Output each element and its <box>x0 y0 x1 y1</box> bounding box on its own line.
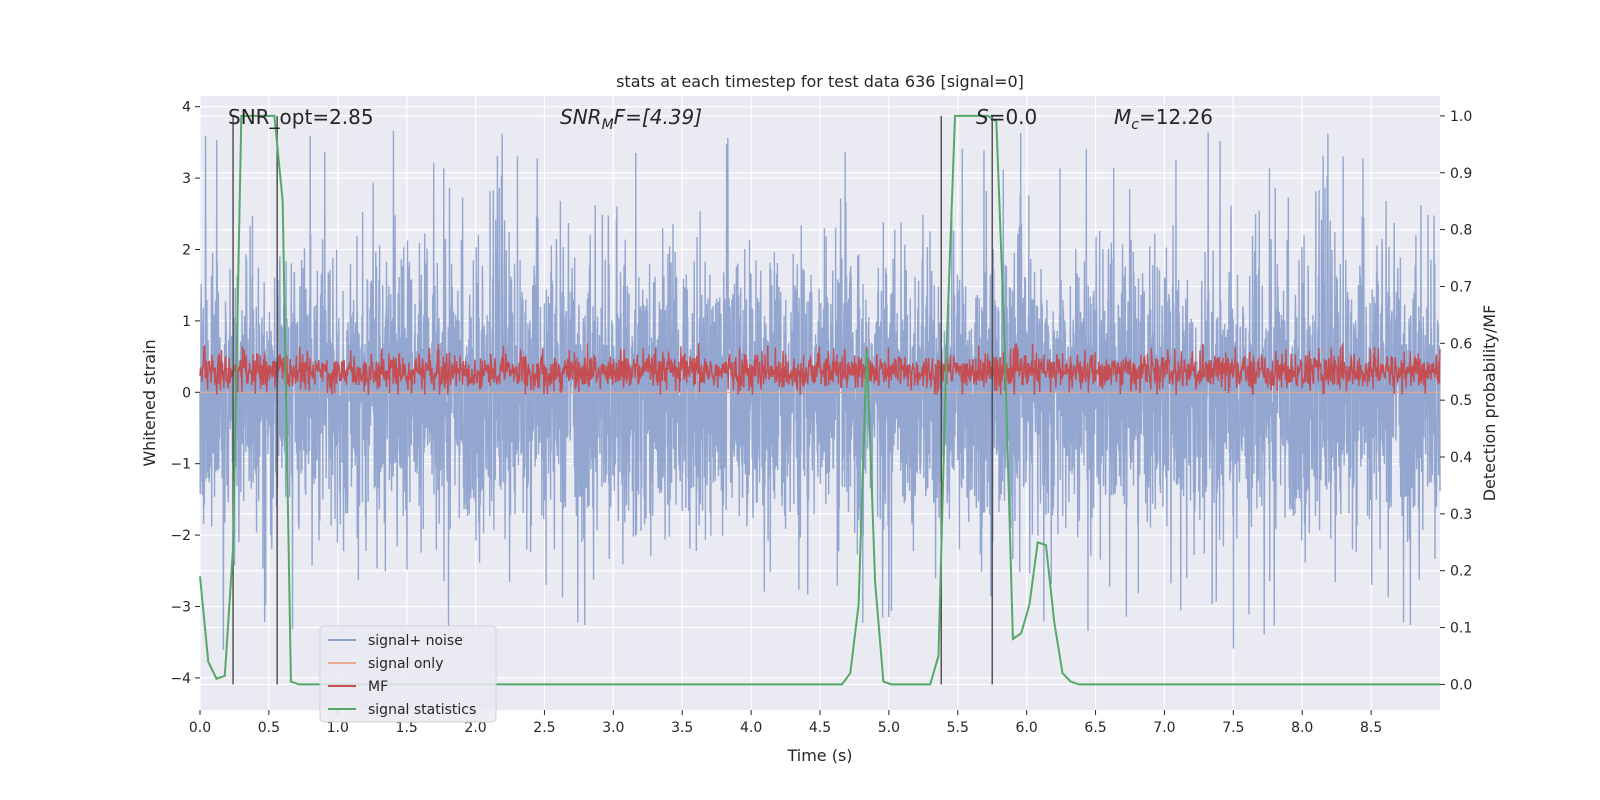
annotation-s-rest: =0.0 <box>989 105 1038 129</box>
legend-label-mf: MF <box>368 679 388 695</box>
y-right-tick-label-1: 0.1 <box>1450 621 1472 637</box>
x-tick-label-8: 4.0 <box>740 720 762 736</box>
y-right-tick-label-5: 0.5 <box>1450 393 1472 409</box>
y-right-tick-label-0: 0.0 <box>1450 677 1472 693</box>
x-tick-label-14: 7.0 <box>1153 720 1175 736</box>
annotation-snr-mf-rest: F=[4.39] <box>614 105 702 129</box>
y-left-tick-label-0: −4 <box>170 671 191 687</box>
x-tick-label-11: 5.5 <box>947 720 969 736</box>
series-signal-statistics <box>199 114 1440 686</box>
legend-label-signal-statistics: signal statistics <box>368 702 476 718</box>
x-tick-label-9: 4.5 <box>809 720 831 736</box>
y-left-tick-label-8: 4 <box>182 100 191 116</box>
y-right-tick-label-7: 0.7 <box>1450 279 1472 295</box>
x-tick-label-1: 0.5 <box>258 720 280 736</box>
y-right-tick-label-10: 1.0 <box>1450 109 1472 125</box>
y-left-tick-label-3: −1 <box>170 457 191 473</box>
y-left-tick-label-6: 2 <box>182 243 191 259</box>
legend-label-signal-noise: signal+ noise <box>368 633 463 649</box>
x-tick-label-15: 7.5 <box>1222 720 1244 736</box>
annotation-snr-opt: SNR_opt=2.85 <box>228 105 374 129</box>
y-right-tick-label-8: 0.8 <box>1450 223 1472 239</box>
y-left-tick-label-7: 3 <box>182 171 191 187</box>
x-tick-label-2: 1.0 <box>327 720 349 736</box>
x-tick-label-12: 6.0 <box>1016 720 1038 736</box>
x-tick-label-5: 2.5 <box>533 720 555 736</box>
legend-label-signal-only: signal only <box>368 656 443 672</box>
y-right-tick-label-3: 0.3 <box>1450 507 1472 523</box>
y-axis-right: 0.0 0.1 0.2 0.3 0.4 0.5 0.6 0.7 0.8 0.9 1.0 <box>1440 109 1472 693</box>
annotation-mc: Mc=12.26 <box>1114 105 1213 133</box>
annotation-snr-mf: SNRMF=[4.39] <box>560 105 702 133</box>
x-tick-label-4: 2.0 <box>464 720 486 736</box>
y-axis-right-label: Detection probability/MF <box>1480 305 1499 502</box>
y-left-tick-label-1: −3 <box>170 599 191 615</box>
annotation-snr-mf-main: SNR <box>560 105 602 129</box>
legend-box <box>319 625 497 723</box>
annotation-mc-rest: =12.26 <box>1139 105 1213 129</box>
x-tick-label-13: 6.5 <box>1084 720 1106 736</box>
mf-line <box>199 343 1441 395</box>
y-right-tick-label-6: 0.6 <box>1450 336 1472 352</box>
y-axis-left-label: Whitened strain <box>140 339 159 466</box>
annotation-mc-main: M <box>1114 105 1131 129</box>
x-tick-label-10: 5.0 <box>878 720 900 736</box>
y-right-tick-label-9: 0.9 <box>1450 166 1472 182</box>
annotation-s: S=0.0 <box>976 105 1037 129</box>
x-axis-label: Time (s) <box>786 746 852 765</box>
y-left-tick-label-4: 0 <box>182 385 191 401</box>
annotation-snr-mf-sub: M <box>602 117 614 133</box>
chart-title: stats at each timestep for test data 636… <box>616 72 1024 91</box>
x-tick-label-6: 3.0 <box>602 720 624 736</box>
series-mf <box>199 343 1441 395</box>
x-tick-label-3: 1.5 <box>396 720 418 736</box>
annotation-s-main: S <box>976 105 989 129</box>
y-left-tick-label-5: 1 <box>182 314 191 330</box>
y-left-tick-label-2: −2 <box>170 528 191 544</box>
y-axis-left: −4 −3 −2 −1 0 1 2 3 4 <box>170 100 200 687</box>
x-tick-label-0: 0.0 <box>189 720 211 736</box>
x-tick-label-17: 8.5 <box>1360 720 1382 736</box>
signal-statistics-line <box>199 114 1440 686</box>
x-tick-label-7: 3.5 <box>671 720 693 736</box>
annotation-mc-sub: c <box>1131 117 1139 133</box>
y-right-tick-label-2: 0.2 <box>1450 564 1472 580</box>
y-right-tick-label-4: 0.4 <box>1450 450 1472 466</box>
x-axis: 0.0 0.5 1.0 1.5 2.0 2.5 3.0 3.5 4.0 4.5 5.0 5.5 6.0 6… <box>189 710 1382 736</box>
legend: signal+ noise signal only MF signal stat… <box>319 625 497 723</box>
x-tick-label-16: 8.0 <box>1291 720 1313 736</box>
